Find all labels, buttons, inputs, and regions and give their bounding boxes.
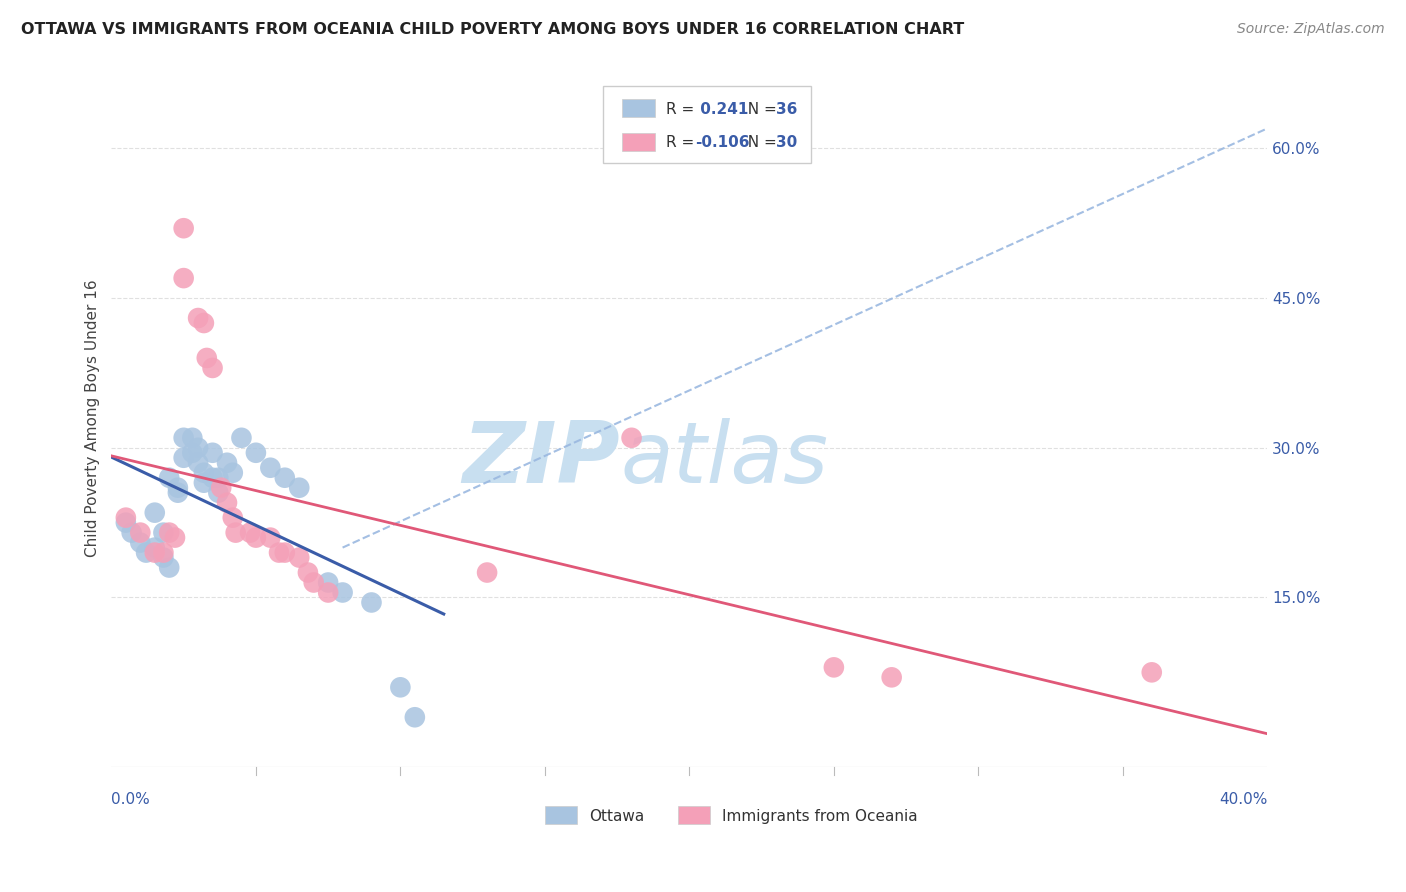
Point (475, 566, 498, 580)
Point (173, 450, 195, 465)
Point (389, 681, 412, 695)
Point (167, 485, 190, 500)
Point (332, 585, 354, 599)
Point (167, 481, 190, 495)
Point (245, 531, 267, 545)
Point (193, 475, 215, 490)
Point (259, 531, 281, 545)
Text: atlas: atlas (620, 418, 828, 501)
Point (297, 566, 319, 580)
Text: R =: R = (666, 102, 699, 117)
Point (193, 466, 215, 480)
Point (135, 545, 157, 559)
Point (173, 221, 195, 235)
Point (1140, 665, 1163, 680)
Text: -0.106: -0.106 (695, 135, 749, 150)
Text: 30: 30 (776, 135, 797, 150)
Point (163, 531, 186, 545)
Point (215, 496, 238, 510)
Point (121, 525, 143, 540)
Text: Ottawa: Ottawa (589, 808, 644, 823)
FancyBboxPatch shape (623, 133, 655, 151)
Point (181, 446, 204, 460)
FancyBboxPatch shape (603, 86, 811, 163)
FancyBboxPatch shape (546, 806, 578, 824)
Point (193, 316, 215, 330)
Point (274, 471, 297, 485)
Point (222, 510, 245, 524)
Text: Immigrants from Oceania: Immigrants from Oceania (721, 808, 917, 823)
Text: OTTAWA VS IMMIGRANTS FROM OCEANIA CHILD POVERTY AMONG BOYS UNDER 16 CORRELATION : OTTAWA VS IMMIGRANTS FROM OCEANIA CHILD … (21, 22, 965, 37)
Point (239, 525, 262, 540)
Text: Source: ZipAtlas.com: Source: ZipAtlas.com (1237, 22, 1385, 37)
Point (207, 471, 229, 485)
Point (143, 545, 166, 559)
Point (207, 485, 229, 500)
Point (288, 550, 311, 565)
Point (201, 446, 224, 460)
Point (152, 545, 174, 559)
Point (259, 460, 281, 475)
Point (143, 541, 166, 555)
Point (316, 575, 339, 590)
Point (187, 441, 209, 455)
Text: 36: 36 (776, 102, 797, 117)
Point (115, 510, 138, 524)
Point (152, 550, 174, 565)
Y-axis label: Child Poverty Among Boys Under 16: Child Poverty Among Boys Under 16 (86, 279, 100, 557)
Text: 0.0%: 0.0% (111, 792, 150, 807)
Point (222, 466, 245, 480)
Point (157, 560, 180, 574)
Point (288, 481, 311, 495)
Point (157, 525, 180, 540)
Point (880, 670, 903, 684)
Point (215, 456, 238, 470)
Point (195, 351, 218, 365)
Point (316, 585, 339, 599)
Point (187, 456, 209, 470)
Text: 40.0%: 40.0% (1219, 792, 1267, 807)
Point (152, 525, 174, 540)
Point (404, 710, 426, 724)
Point (201, 360, 224, 375)
Point (360, 595, 382, 609)
FancyBboxPatch shape (678, 806, 710, 824)
Point (115, 516, 138, 530)
Text: R =: R = (666, 135, 699, 150)
Point (245, 446, 267, 460)
Point (201, 471, 224, 485)
Text: 0.241: 0.241 (695, 102, 748, 117)
Point (187, 311, 209, 326)
Point (143, 506, 166, 520)
Text: ZIP: ZIP (463, 418, 620, 501)
Point (302, 575, 325, 590)
Text: N =: N = (738, 102, 782, 117)
Point (823, 660, 845, 674)
Point (173, 271, 195, 285)
Point (209, 481, 232, 495)
Point (173, 431, 195, 445)
Point (274, 545, 297, 559)
FancyBboxPatch shape (623, 99, 655, 118)
Point (267, 545, 290, 559)
Point (231, 431, 253, 445)
Text: N =: N = (738, 135, 782, 150)
Point (225, 525, 247, 540)
Point (157, 471, 180, 485)
Point (181, 431, 204, 445)
Point (129, 535, 152, 549)
Point (620, 431, 643, 445)
Point (129, 525, 152, 540)
